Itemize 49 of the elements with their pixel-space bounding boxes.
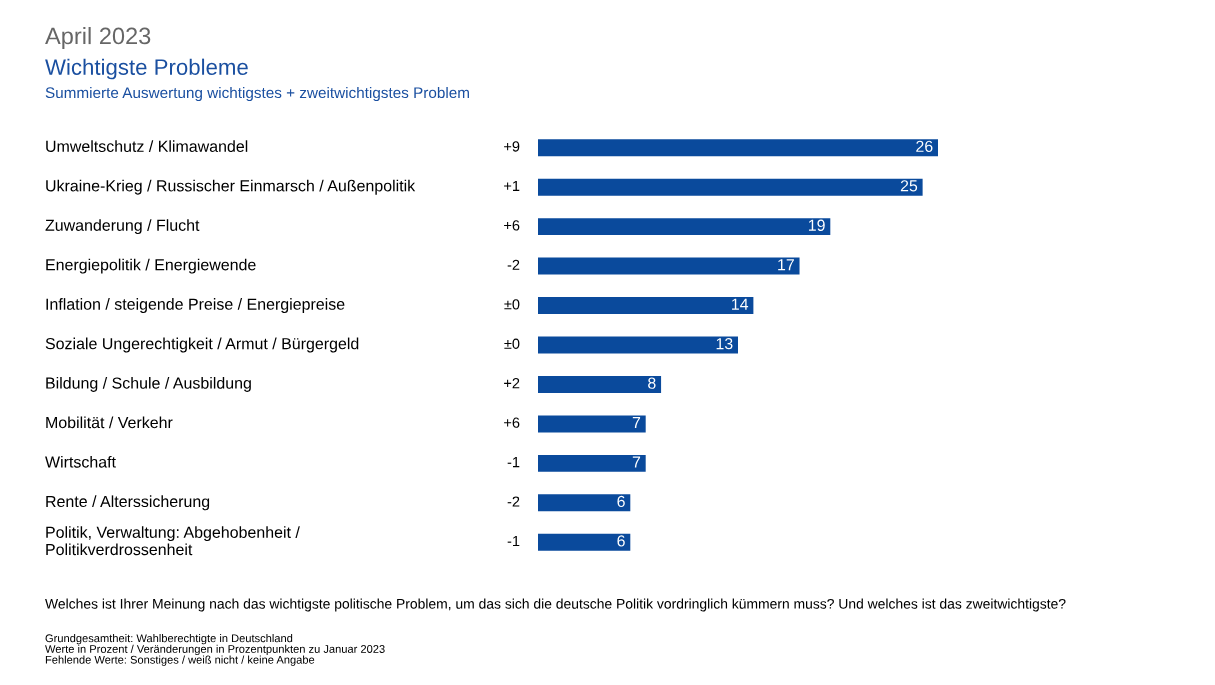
y-tick-label: Energiepolitik / Energiewende — [46, 258, 256, 274]
y-tick-label: Umweltschutz / Klimawandel — [46, 140, 248, 153]
text: April 2023 — [45, 27, 151, 49]
data-label: 17 — [778, 259, 794, 271]
text: -1 — [507, 457, 520, 468]
y-tick-label: Rente / Alterssicherung — [46, 495, 210, 511]
text: ±0 — [504, 299, 520, 310]
data-label: 25 — [900, 180, 918, 192]
y-tick-label: Wirtschaft — [45, 455, 116, 468]
text: +9 — [504, 141, 520, 152]
text: ±0 — [504, 338, 520, 349]
bar — [538, 415, 646, 433]
text: +1 — [504, 180, 520, 191]
bar — [538, 297, 754, 315]
text: +6 — [504, 220, 520, 231]
y-tick-label: Bildung / Schule / Ausbildung — [46, 377, 251, 392]
text: -2 — [507, 496, 520, 507]
text: Grundgesamtheit: Wahlberechtigte in Deutschland Werte in Prozent / Veränderungen in Prozentpunkten zu Januar 2023 Fehlende Werte: Sonstiges / weiß nicht / keine Angabe — [45, 634, 385, 666]
y-tick-label: Politik, Verwaltung: Abgehobenheit / Politikverdrossenheit — [46, 526, 300, 556]
data-label: 13 — [716, 337, 733, 350]
bar — [538, 494, 631, 512]
bar — [538, 533, 631, 551]
data-label: 26 — [916, 140, 933, 153]
y-tick-label: Soziale Ungerechtigkeit / Armut / Bürgergeld — [45, 337, 359, 353]
data-label: 7 — [632, 417, 641, 429]
text: +2 — [504, 378, 520, 389]
y-tick-label: Ukraine-Krieg / Russischer Einmarsch / Außenpolitik — [46, 179, 416, 195]
bar — [538, 139, 938, 157]
y-tick-label: Zuwanderung / Flucht — [45, 219, 200, 235]
bar — [538, 336, 738, 354]
text: Wichtigste Probleme — [45, 58, 248, 80]
data-label: 7 — [632, 456, 641, 468]
text: Summierte Auswertung wichtigstes + zweitwichtigstes Problem — [45, 86, 469, 102]
text: -1 — [507, 536, 520, 547]
data-label: 14 — [732, 298, 749, 310]
data-label: 19 — [808, 219, 825, 231]
bar — [538, 178, 923, 196]
y-tick-label: Mobilität / Verkehr — [46, 416, 173, 429]
bar — [538, 257, 800, 275]
bar — [538, 218, 831, 236]
bar — [538, 375, 662, 393]
bar — [538, 454, 646, 472]
text: -2 — [507, 259, 520, 270]
data-label: 8 — [648, 377, 656, 389]
text: Welches ist Ihrer Meinung nach das wichtigste politische Problem, um das sich die deutsche Politik vordringlich kümmern muss? Und welches ist das zweitwichtigste? — [45, 598, 1066, 612]
y-tick-label: Inflation / steigende Preise / Energiepreise — [46, 298, 345, 313]
text: +6 — [504, 417, 520, 428]
data-label: 6 — [617, 495, 625, 508]
data-label: 6 — [617, 535, 625, 547]
